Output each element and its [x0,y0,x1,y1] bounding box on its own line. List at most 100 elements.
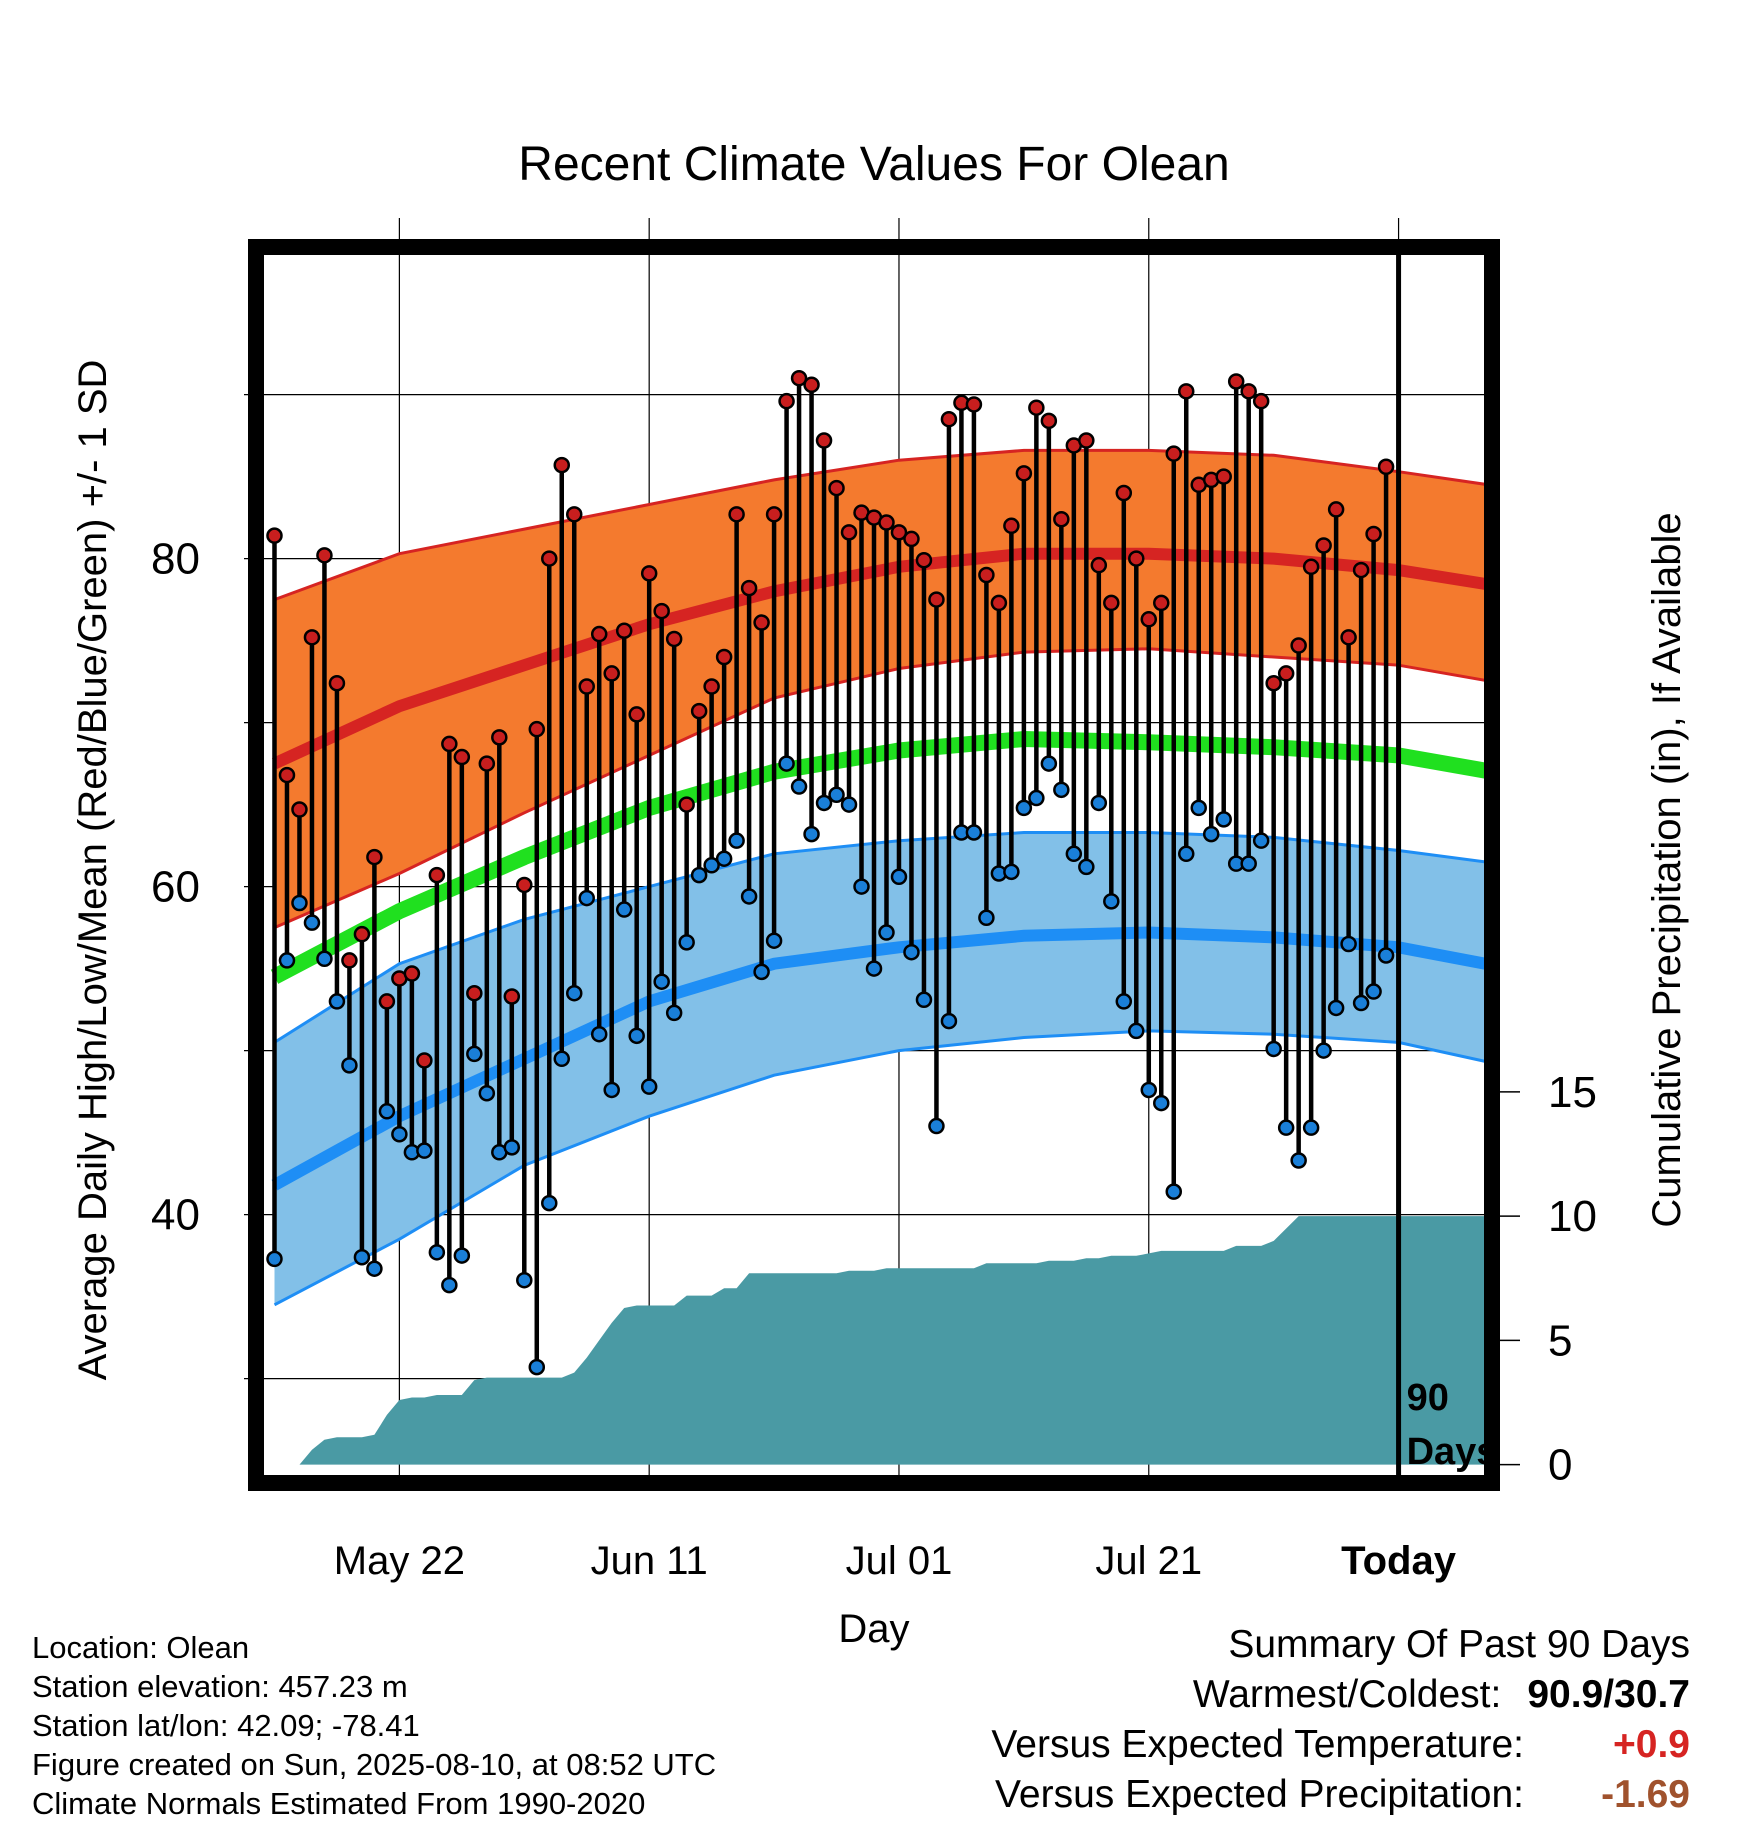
daily-high-point [1128,550,1145,567]
y2-tick-label: 5 [1548,1316,1572,1365]
daily-high-point [978,566,995,584]
daily-low-point [1140,1081,1158,1099]
daily-low-point [1265,1040,1282,1058]
daily-low-point [840,796,858,813]
daily-low-point [353,1248,371,1266]
daily-low-point [678,934,695,951]
daily-high-point [1003,517,1020,535]
daily-low-point [1340,935,1357,953]
daily-low-point [615,901,633,918]
daily-high-point [703,678,720,695]
daily-high-point [728,506,745,523]
daily-high-point [316,547,333,564]
daily-high-point [565,506,583,523]
daily-low-point [1090,794,1108,812]
daily-high-point [1078,432,1095,449]
daily-high-point [1265,674,1282,692]
daily-high-point [1277,665,1295,682]
daily-high-point [416,1052,433,1069]
daily-low-point [466,1045,483,1063]
daily-low-point [778,755,795,772]
daily-high-point [553,456,571,474]
daily-low-point [1103,893,1120,910]
daily-high-point [778,392,795,410]
daily-high-point [291,801,308,818]
y2-tick-label: 15 [1548,1068,1597,1117]
daily-high-point [1302,558,1320,576]
daily-low-point [865,960,883,977]
daily-high-point [753,614,770,631]
y-tick-label: 60 [151,863,200,912]
daily-high-point [541,550,558,567]
daily-high-point [1352,561,1370,579]
daily-low-point [1327,999,1345,1017]
low-sd-band [274,832,1486,1305]
daily-high-point [478,755,496,772]
daily-high-point [840,524,858,541]
precip-area [262,1216,1486,1465]
daily-low-point [690,866,708,884]
daily-low-point [1290,1152,1307,1169]
warm-cold-label: Warmest/Coldest: [1192,1673,1502,1716]
daily-low-point [378,1103,396,1120]
daily-low-point [628,1027,645,1045]
daily-high-point [765,506,783,523]
elevation-text: Station elevation: 457.23 m [32,1669,408,1704]
daily-high-point [491,729,508,746]
daily-high-point [1040,412,1058,430]
daily-high-point [341,952,358,969]
daily-low-point [978,909,995,927]
daily-low-point [503,1139,521,1156]
daily-high-point [890,524,908,541]
daily-high-point [1177,383,1195,400]
daily-high-point [740,579,758,597]
daily-high-point [1327,501,1345,518]
daily-high-point [366,848,383,866]
y-axis-label: Average Daily High/Low/Mean (Red/Blue/Gr… [71,360,115,1381]
precip-anomaly-row: Versus Expected Precipitation: -1.69 [991,1770,1690,1820]
daily-low-point [640,1078,658,1095]
daily-low-point [665,1004,683,1022]
daily-low-point [853,878,870,895]
daily-high-point [940,410,958,428]
daily-low-point [1053,781,1070,799]
daily-low-point [728,832,745,849]
daily-high-point [1103,594,1120,612]
x-tick-label: Jul 21 [1095,1539,1202,1583]
warm-cold-value: 90.9/30.7 [1527,1673,1690,1716]
daily-high-point [503,988,521,1005]
daily-low-point [478,1084,496,1102]
summary-heading: Summary Of Past 90 Days [1228,1623,1690,1666]
daily-high-point [1028,399,1045,416]
daily-high-point [1165,445,1183,462]
daily-low-point [1302,1119,1320,1136]
daily-high-point [528,720,546,738]
daily-high-point [640,565,658,582]
today-marker: 90 Days [1396,247,1497,1477]
daily-high-point [353,925,371,943]
daily-high-point [828,479,845,497]
daily-low-point [915,991,933,1009]
daily-low-point [703,857,720,874]
daily-low-point [828,786,845,804]
daily-low-point [1015,799,1033,817]
today-marker-label: 90 [1407,1377,1449,1419]
daily-low-point [765,932,783,949]
daily-low-point [1040,755,1058,772]
y2-tick-label: 0 [1548,1441,1572,1490]
daily-low-point [1165,1183,1183,1200]
daily-low-point [428,1244,446,1261]
location-text: Location: Olean [32,1630,250,1665]
daily-low-point [1003,863,1020,881]
daily-high-point [578,678,595,695]
daily-low-point [790,778,808,795]
daily-low-point [416,1142,433,1159]
daily-high-point [266,527,283,544]
daily-high-point [615,622,633,640]
daily-low-point [1352,994,1370,1012]
x-tick-label: May 22 [334,1539,465,1583]
daily-high-point [453,748,471,766]
daily-high-point [790,369,808,387]
daily-low-point [1365,983,1382,1000]
